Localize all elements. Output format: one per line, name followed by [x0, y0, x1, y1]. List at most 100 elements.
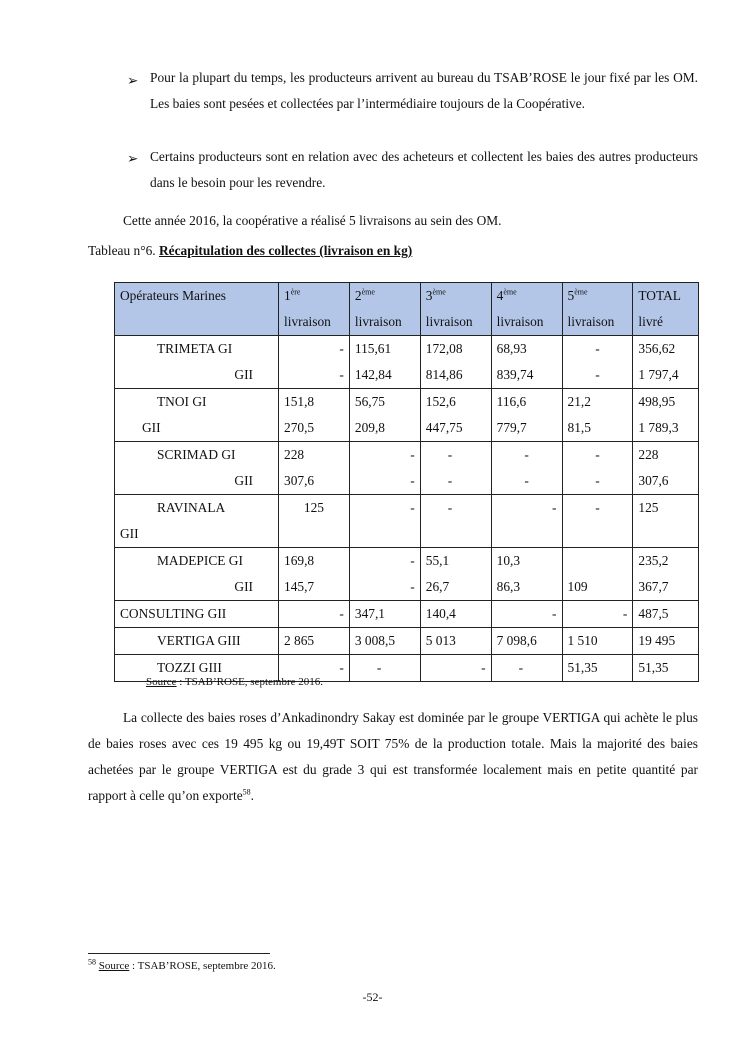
header-main: 2 [354, 288, 362, 303]
operator-cell: TOZZI GIII [114, 654, 279, 682]
cell-line: 145,7 [284, 579, 315, 594]
value-cell: 487,5 [632, 600, 699, 628]
header-sup: ème [574, 287, 588, 297]
cell-line: 51,35 [638, 660, 669, 675]
header-main: TOTAL [638, 288, 681, 303]
value-cell: - [419, 654, 492, 682]
cell-line [568, 548, 628, 574]
cell-line: 172,08 [425, 341, 463, 356]
value-cell: 169,8 145,7 [278, 547, 350, 601]
value-cell: - [561, 494, 634, 548]
operator-cell: VERTIGA GIII [114, 627, 279, 655]
table-row: TNOI GI GII 151,8 270,5 56,75 209,8 152,6 447,7… [114, 388, 699, 442]
column-header: 4ème livraison [490, 282, 563, 336]
cell-line: GII [234, 473, 253, 488]
cell-line: - [410, 579, 415, 594]
value-cell: 152,6 447,75 [419, 388, 492, 442]
cell-line: GII [120, 526, 139, 541]
cell-line: 307,6 [638, 473, 669, 488]
header-main: 3 [425, 288, 433, 303]
value-cell: 235,2 367,7 [632, 547, 699, 601]
operator-cell: TNOI GI GII [114, 388, 279, 442]
cell-line: - [524, 447, 529, 462]
value-cell: 228 307,6 [632, 441, 699, 495]
table-row: CONSULTING GII -347,1 140,4- -487,5 [114, 600, 699, 628]
header-sub: livraison [284, 314, 331, 329]
cell-line: - [339, 660, 344, 675]
value-cell: 55,1 26,7 [419, 547, 492, 601]
cell-line: 116,6 [496, 394, 527, 409]
header-main: 1 [284, 288, 291, 303]
cell-line: 152,6 [425, 394, 456, 409]
footnote-divider [88, 953, 270, 954]
cell-line: - [447, 500, 453, 515]
header-sup: ème [432, 287, 446, 297]
collection-table: Opérateurs Marines 1ère livraison 2 ème livra… [114, 282, 699, 682]
table-row: MADEPICE GI GII 169,8 145,7- -55,1 26,7 10,3 86… [114, 547, 699, 601]
cell-line: 2 865 [284, 633, 315, 648]
cell-line: VERTIGA GIII [157, 633, 241, 648]
value-cell: 109 [561, 547, 634, 601]
footnote-ref: 58 [242, 787, 251, 797]
value-cell: 1 510 [561, 627, 634, 655]
header-sub: livraison [354, 314, 402, 329]
footnote-label: Source [98, 960, 130, 972]
cell-line: - [518, 660, 524, 675]
column-header: 3ème livraison [419, 282, 492, 336]
header-main: 4 [496, 288, 504, 303]
table-row: RAVINALA GII 125 - - - - 125 [114, 494, 699, 548]
cell-line: 55,1 [425, 553, 450, 568]
source-text: : TSAB’ROSE, septembre 2016. [176, 676, 324, 688]
value-cell: - [490, 600, 563, 628]
value-cell: 125 [632, 494, 699, 548]
cell-line: - [595, 473, 600, 488]
value-cell: 228 307,6 [278, 441, 350, 495]
cell-line: 235,2 [638, 553, 669, 568]
cell-line: 142,84 [354, 367, 392, 382]
table-caption: Tableau n°6. Récapitulation des collecte… [88, 238, 698, 264]
value-cell: 56,75 209,8 [348, 388, 421, 442]
bullet-text: Certains producteurs sont en relation av… [150, 149, 698, 190]
cell-line: 7 098,6 [496, 633, 537, 648]
cell-line: - [339, 367, 344, 382]
value-cell: - [348, 654, 421, 682]
cell-line: MADEPICE GI [157, 553, 243, 568]
cell-line: 356,62 [638, 341, 676, 356]
operator-cell: CONSULTING GII [114, 600, 279, 628]
cell-line: 109 [567, 579, 588, 594]
cell-line: 779,7 [496, 420, 527, 435]
cell-line: 3 008,5 [354, 633, 396, 648]
value-cell: 151,8 270,5 [278, 388, 350, 442]
column-header: 1ère livraison [278, 282, 350, 336]
value-cell: - [561, 600, 634, 628]
cell-line: 447,75 [425, 420, 463, 435]
caption-prefix: Tableau n°6. [88, 243, 159, 258]
cell-line: 307,6 [284, 473, 315, 488]
operator-cell: SCRIMAD GI GII [114, 441, 279, 495]
bullet-text: Pour la plupart du temps, les producteur… [150, 70, 698, 111]
header-main: Opérateurs Marines [120, 288, 226, 303]
cell-line: - [524, 473, 529, 488]
cell-line: - [447, 447, 453, 462]
cell-line: 125 [303, 500, 324, 515]
cell-line: 5 013 [425, 633, 456, 648]
cell-line: RAVINALA [157, 500, 226, 515]
value-cell: - [490, 494, 563, 548]
arrow-bullet-icon: ➢ [127, 151, 139, 166]
value-cell: - [419, 494, 492, 548]
cell-line: SCRIMAD GI [157, 447, 236, 462]
cell-line: 151,8 [284, 394, 315, 409]
intro-text: Cette année 2016, la coopérative a réali… [123, 213, 502, 228]
cell-line: - [595, 367, 600, 382]
arrow-bullet-icon: ➢ [127, 73, 139, 88]
value-cell: 10,3 86,3 [490, 547, 563, 601]
value-cell: 172,08 814,86 [419, 335, 492, 389]
value-cell: 125 [278, 494, 350, 548]
column-header: 5ème livraison [561, 282, 634, 336]
cell-line: - [552, 500, 557, 515]
cell-line: - [339, 341, 344, 356]
table-row: VERTIGA GIII 2 865 3 008,5 5 013 7 098,6 1 51… [114, 627, 699, 655]
header-sub: livraison [567, 314, 615, 329]
cell-line: CONSULTING GII [120, 606, 227, 621]
